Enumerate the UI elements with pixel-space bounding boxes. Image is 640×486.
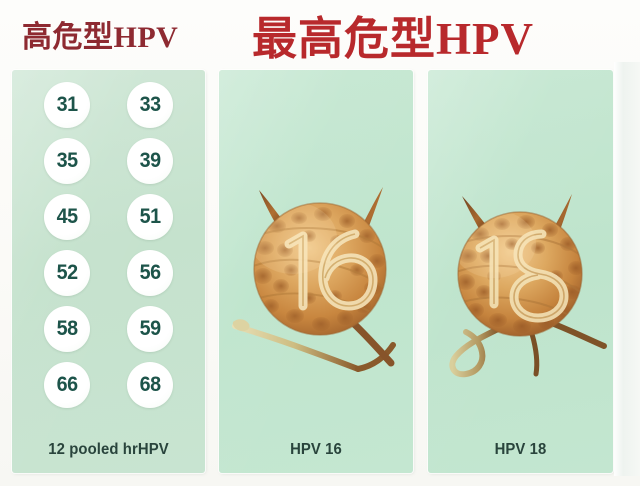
- hpv-type-number: 68: [139, 373, 161, 396]
- hpv-type-badge: 45: [44, 194, 91, 240]
- hpv-type-number: 52: [56, 261, 78, 284]
- panel-caption-pooled: 12 pooled hrHPV: [48, 441, 169, 458]
- hpv-type-badge: 56: [126, 250, 173, 296]
- hpv-18-virion-illustration: [432, 176, 612, 406]
- panel-hpv-18: HPV 18: [428, 70, 613, 473]
- right-edge-strip: [614, 62, 640, 476]
- title-high-risk-hpv: 高危型HPV: [22, 21, 179, 54]
- hpv-type-number: 35: [56, 149, 78, 172]
- hpv-type-badge: 66: [44, 362, 91, 408]
- hpv-type-badge: 39: [126, 138, 173, 184]
- hpv-type-number: 66: [56, 373, 78, 396]
- hpv-type-badge: 59: [126, 306, 173, 352]
- hpv-type-number: 31: [56, 93, 78, 116]
- hpv-type-number: 39: [139, 149, 161, 172]
- hpv-type-badge: 31: [44, 82, 91, 128]
- hpv-type-badge: 68: [126, 362, 173, 408]
- hpv-type-number: 58: [56, 317, 78, 340]
- hpv-type-badge: 52: [44, 250, 91, 296]
- hpv-16-virion-illustration: [225, 166, 413, 396]
- hpv-type-number-grid: 31 33 35 39 45 51 52 56 58 59 66 68: [12, 82, 205, 408]
- hpv-type-number: 33: [139, 93, 161, 116]
- hpv-type-badge: 51: [126, 194, 173, 240]
- hpv-type-number: 51: [139, 205, 161, 228]
- panel-hpv-16: HPV 16: [219, 70, 413, 473]
- hpv-type-badge: 58: [44, 306, 91, 352]
- panel-caption-hpv-16: HPV 16: [290, 441, 342, 458]
- panel-pooled-hrhpv: 31 33 35 39 45 51 52 56 58 59 66 68 12 p…: [12, 70, 205, 473]
- title-highest-risk-hpv: 最高危型HPV: [252, 14, 534, 64]
- hpv-type-number: 45: [56, 205, 78, 228]
- hpv-type-badge: 35: [44, 138, 91, 184]
- hpv-type-badge: 33: [126, 82, 173, 128]
- hpv-type-number: 56: [139, 261, 161, 284]
- hpv-type-number: 59: [139, 317, 161, 340]
- panel-caption-hpv-18: HPV 18: [494, 441, 547, 458]
